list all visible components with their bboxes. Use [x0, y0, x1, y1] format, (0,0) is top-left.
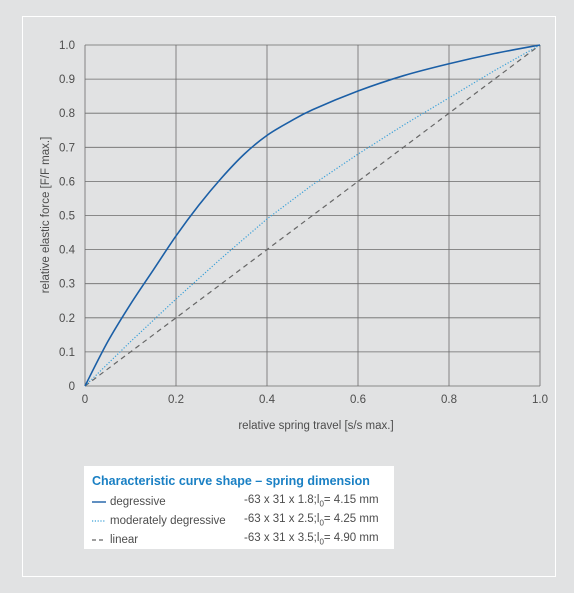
x-tick-label: 0 [82, 394, 88, 406]
series-line-moderately-degressive [84, 44, 541, 387]
legend-item-moderately-degressive: moderately degressive -63 x 31 x 2.5;l0=… [92, 511, 386, 530]
series-lines [84, 44, 541, 387]
series-line-linear [84, 44, 541, 387]
x-tick-label: 0.4 [259, 394, 276, 406]
y-tick-label: 1.0 [59, 40, 75, 52]
legend-label: moderately degressive [110, 514, 226, 527]
y-tick-label: 0.2 [59, 313, 75, 325]
x-tick-label: 0.6 [350, 394, 366, 406]
y-tick-label: 0.7 [59, 142, 75, 154]
dashed-line-swatch-icon [92, 538, 106, 541]
tick-labels: 0 0.1 0.2 0.3 0.4 0.5 0.6 0.7 0.8 0.9 1.0 0 0.2 0.4 0.… [59, 40, 548, 406]
legend-item-degressive: degressive -63 x 31 x 1.8;l0= 4.15 mm [92, 492, 386, 511]
x-axis-label: relative spring travel [s/s max.] [238, 420, 393, 432]
x-tick-label: 1.0 [532, 394, 548, 406]
x-tick-label: 0.8 [441, 394, 457, 406]
legend-item-linear: linear -63 x 31 x 3.5;l0= 4.90 mm [92, 530, 386, 549]
chart-frame [22, 16, 556, 577]
y-tick-label: 0.6 [59, 176, 75, 188]
y-tick-label: 0.8 [59, 108, 75, 120]
y-tick-label: 0.1 [59, 347, 75, 359]
dotted-line-swatch-icon [92, 519, 106, 522]
legend-dimension: -63 x 31 x 3.5;l0= 4.90 mm [244, 532, 379, 547]
y-tick-label: 0.3 [59, 279, 75, 291]
legend-title: Characteristic curve shape – spring dime… [92, 474, 370, 488]
legend-label: linear [110, 533, 139, 546]
series-line-degressive [84, 44, 541, 387]
y-tick-label: 0.5 [59, 211, 75, 223]
x-tick-label: 0.2 [168, 394, 184, 406]
legend-dimension: -63 x 31 x 2.5;l0= 4.25 mm [244, 513, 379, 528]
y-tick-label: 0.4 [59, 245, 76, 257]
solid-line-swatch-icon [92, 500, 106, 503]
legend: Characteristic curve shape – spring dime… [84, 466, 394, 549]
y-tick-label: 0 [69, 381, 75, 393]
y-tick-label: 0.9 [59, 74, 75, 86]
legend-label: degressive [110, 495, 166, 508]
legend-dimension: -63 x 31 x 1.8;l0= 4.15 mm [244, 494, 379, 509]
y-axis-label: relative elastic force [F/F max.] [40, 137, 52, 294]
